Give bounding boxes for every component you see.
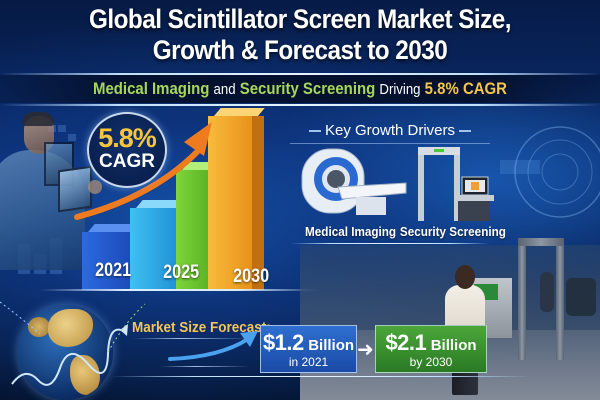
title-line-2: Growth & Forecast to 2030 <box>152 35 448 65</box>
divider <box>290 243 490 244</box>
bar-label-2025: 2025 <box>163 262 200 283</box>
divider <box>0 73 600 75</box>
right-arrow-icon: ➜ <box>357 339 374 361</box>
divider <box>290 143 490 144</box>
cagr-label: CAGR <box>99 151 155 172</box>
end-unit: Billion <box>430 337 477 354</box>
start-amount: $1.2 <box>262 330 304 355</box>
forecast-start-box: $1.2 Billion in 2021 <box>260 325 357 373</box>
growth-arrow-icon <box>74 122 212 220</box>
walker-head <box>455 265 475 289</box>
globe-icon <box>18 305 113 400</box>
cagr-value: 5.8% <box>98 123 157 153</box>
subtitle-cagr: 5.8% CAGR <box>424 79 507 98</box>
divider <box>0 104 600 106</box>
divider <box>110 376 530 377</box>
end-year: by 2030 <box>409 355 453 369</box>
start-unit: Billion <box>308 337 355 354</box>
pixel-decoration <box>500 160 540 174</box>
growth-line-icon <box>0 301 146 386</box>
scene-gate-top <box>518 238 564 246</box>
dash-decoration <box>459 130 472 133</box>
doctor-hair <box>22 112 54 126</box>
drivers-title: Key Growth Drivers <box>300 122 480 140</box>
scene-gate-post <box>556 240 564 360</box>
subtitle-security: Security Screening <box>239 79 376 98</box>
doctor-hand <box>88 180 102 194</box>
cagr-badge: 5.8% CAGR <box>87 112 167 188</box>
start-year: in 2021 <box>288 355 329 369</box>
driver-label-security: Security Screening <box>399 224 506 239</box>
title-line-1: Global Scintillator Screen Market Size, <box>89 4 511 34</box>
chart-baseline <box>40 289 320 291</box>
scene-person <box>540 272 554 312</box>
forecast-arrow-icon <box>168 331 258 361</box>
forecast-label: Market Size Forecast: <box>132 319 271 336</box>
subtitle: Medical Imaging and Security Screening D… <box>36 79 564 100</box>
subtitle-medical: Medical Imaging <box>92 79 210 98</box>
forecast-end-box: $2.1 Billion by 2030 <box>375 325 487 373</box>
bar-2030 <box>208 108 265 290</box>
metal-detector-gate-icon <box>418 147 494 221</box>
ct-scanner-icon <box>301 148 407 215</box>
driver-label-medical: Medical Imaging <box>305 224 397 239</box>
subtitle-driving: Driving <box>379 81 421 98</box>
subtitle-band <box>0 75 600 103</box>
globe-land <box>28 317 50 337</box>
drivers-title-text: Key Growth Drivers <box>324 122 456 139</box>
dash-decoration <box>308 130 321 133</box>
divider <box>132 338 252 339</box>
page-title: Global Scintillator Screen Market Size, … <box>30 4 570 66</box>
radar-circles-decoration <box>514 126 600 218</box>
bar-label-2021: 2021 <box>95 260 132 281</box>
scene-people <box>566 278 596 316</box>
scene-gate-post <box>518 240 526 360</box>
bar-label-2030: 2030 <box>233 266 270 287</box>
pixel-decoration <box>58 125 66 132</box>
subtitle-and: and <box>213 81 236 98</box>
divider <box>160 366 250 367</box>
end-amount: $2.1 <box>385 330 427 355</box>
pixel-decoration <box>68 134 76 141</box>
